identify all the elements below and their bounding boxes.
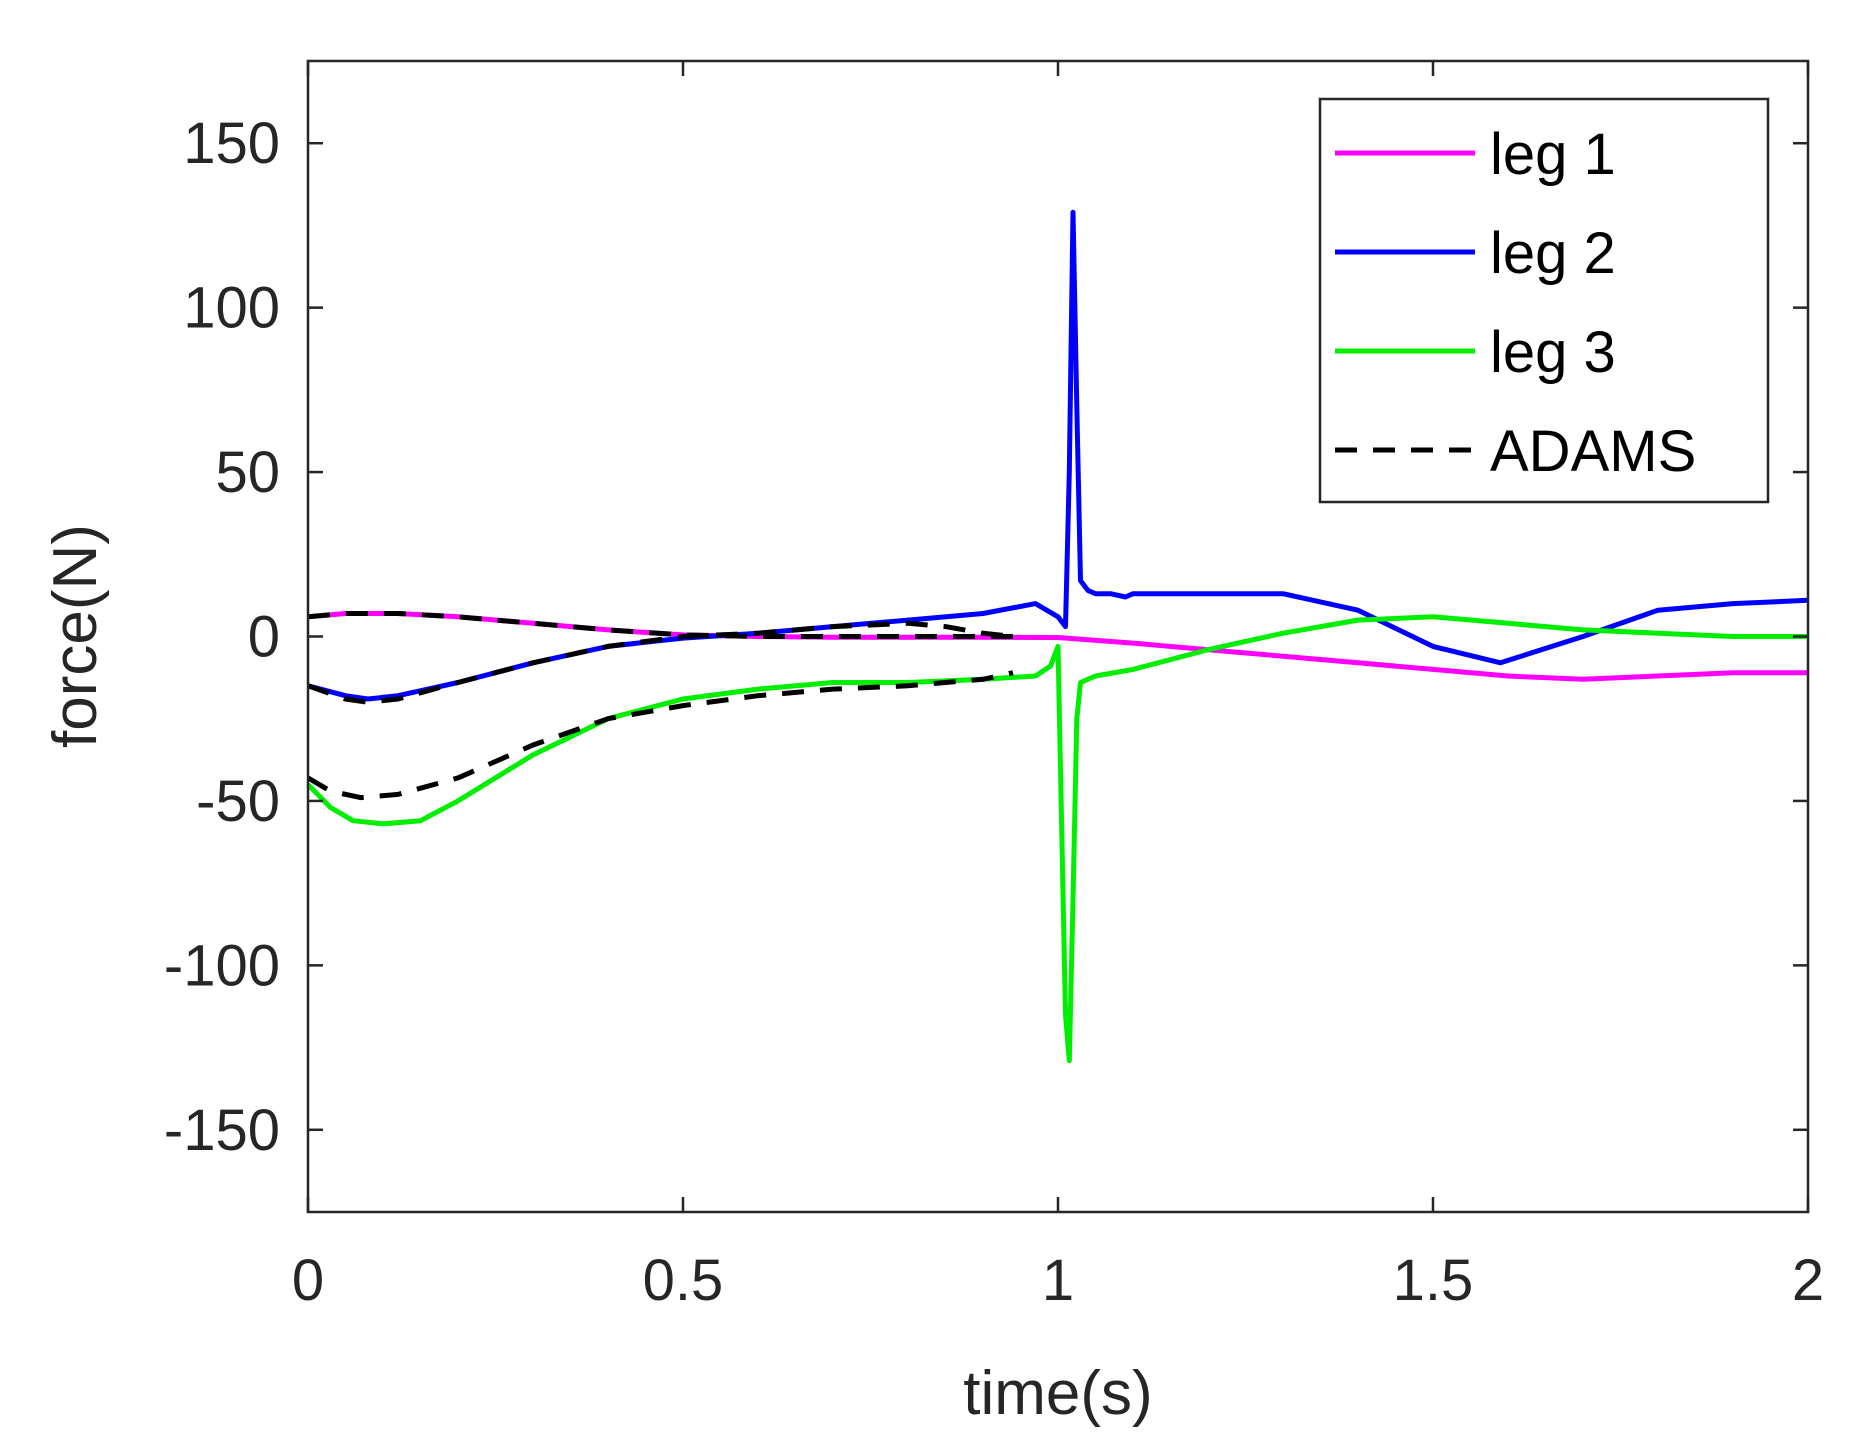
y-tick-label: 0: [248, 605, 280, 670]
x-tick-label: 0: [292, 1248, 324, 1313]
series-line-adams: [307, 620, 1014, 705]
x-tick-label: 2: [1792, 1248, 1824, 1313]
y-tick-label: -100: [164, 933, 280, 998]
x-tick-label: 0.5: [643, 1248, 724, 1313]
series-line-leg-3: [306, 614, 1808, 1064]
y-tick-labels: 150 100 50 0 -50 -100 -150: [164, 111, 280, 1163]
legend-label-leg-2: leg 2: [1490, 221, 1616, 286]
y-tick-label: -50: [196, 769, 280, 834]
x-tick-labels: 0 0.5 1 1.5 2: [292, 1248, 1824, 1313]
y-tick-label: 150: [183, 111, 280, 176]
series-layer: [306, 209, 1809, 1064]
legend-label-adams: ADAMS: [1490, 419, 1696, 484]
y-tick-label: -150: [164, 1098, 280, 1163]
y-tick-label: 100: [183, 276, 280, 341]
axes-box: [306, 59, 1810, 1214]
y-tick-label: 50: [215, 440, 280, 505]
x-tick-label: 1.5: [1393, 1248, 1474, 1313]
legend-label-leg-1: leg 1: [1490, 122, 1616, 187]
y-axis-label: force(N): [41, 524, 110, 748]
x-axis-label: time(s): [963, 1359, 1152, 1428]
legend-label-leg-3: leg 3: [1490, 320, 1616, 385]
legend-box: [1318, 97, 1770, 504]
series-line-leg-2: [307, 209, 1809, 702]
x-tick-label: 1: [1042, 1248, 1074, 1313]
legend: leg 1 leg 2 leg 3 ADAMS: [1318, 97, 1770, 504]
series-line-adams: [306, 670, 1014, 801]
